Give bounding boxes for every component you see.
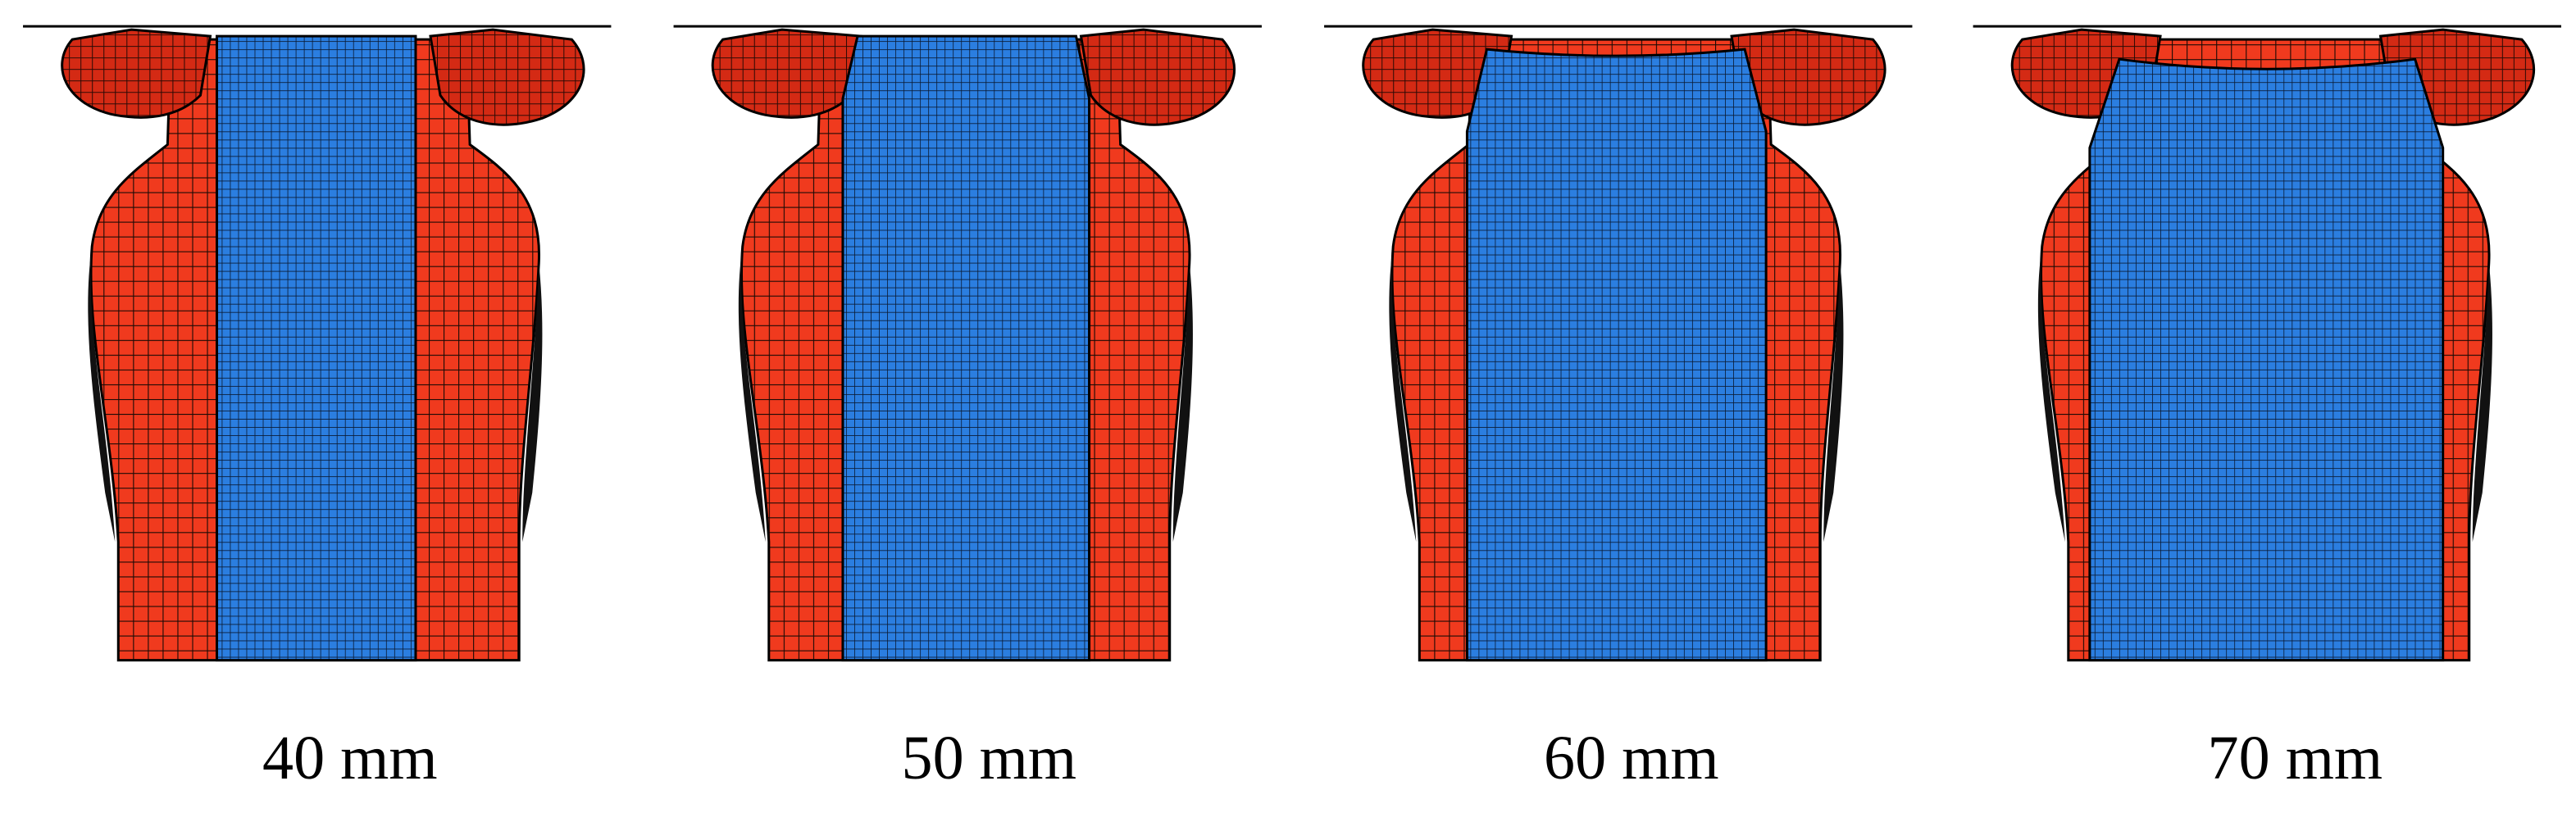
panel-label: 60 mm [1544,724,1719,792]
panel: 60 mm [1324,25,1913,792]
fold-shadow-right [1172,262,1193,543]
panel: 40 mm [23,25,612,792]
fold-left [711,28,862,119]
panel-label: 70 mm [2208,724,2383,792]
panel: 50 mm [673,25,1262,792]
inner-core [841,34,1091,662]
fold-shadow-right [1823,262,1844,543]
panel: 70 mm [1973,25,2561,792]
fold-shadow-left [1389,246,1417,543]
inner-core [2088,57,2445,662]
inner-core [1465,48,1768,662]
fold-shadow-left [2037,246,2065,543]
fold-shadow-right [522,262,543,543]
panel-label: 40 mm [262,724,438,792]
fold-shadow-right [2472,262,2492,543]
panel-label: 50 mm [902,724,1077,792]
inner-core [216,34,417,662]
fold-right [429,28,585,126]
fold-shadow-left [738,246,766,543]
fold-right [1079,28,1236,126]
fold-shadow-left [88,246,116,543]
fold-left [61,28,212,119]
